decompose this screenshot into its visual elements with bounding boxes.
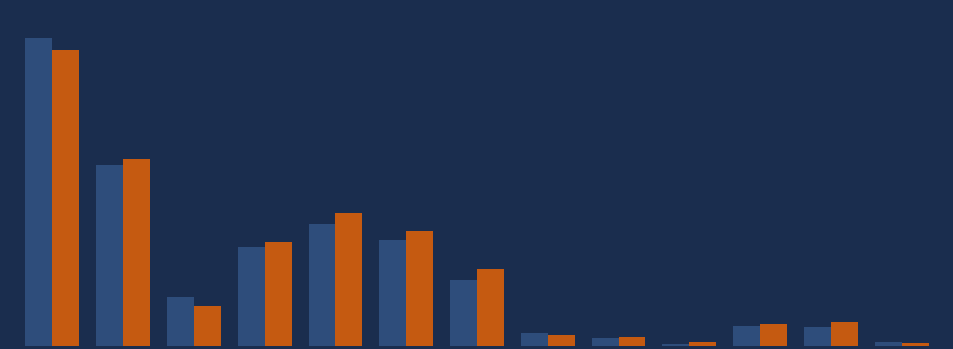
Bar xyxy=(547,335,574,346)
Bar xyxy=(167,297,193,346)
Bar xyxy=(689,342,716,346)
Bar xyxy=(96,165,123,346)
Bar xyxy=(379,240,406,346)
Bar xyxy=(733,326,760,346)
Bar xyxy=(661,343,689,346)
Bar xyxy=(830,322,857,346)
Bar xyxy=(308,224,335,346)
Bar xyxy=(618,337,645,346)
Bar xyxy=(123,159,150,346)
Bar xyxy=(26,38,52,346)
Bar xyxy=(450,280,476,346)
Bar xyxy=(803,327,830,346)
Bar xyxy=(406,231,433,346)
Bar xyxy=(874,342,901,346)
Bar xyxy=(476,269,503,346)
Bar xyxy=(335,213,362,346)
Bar xyxy=(264,242,292,346)
Bar xyxy=(520,333,547,346)
Bar xyxy=(237,246,264,346)
Bar xyxy=(52,50,79,346)
Bar xyxy=(760,324,786,346)
Bar xyxy=(193,306,220,346)
Bar xyxy=(901,343,927,346)
Bar xyxy=(591,339,618,346)
